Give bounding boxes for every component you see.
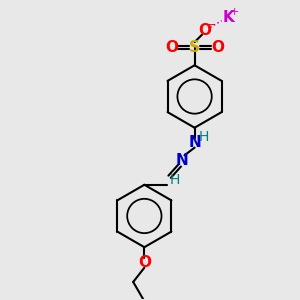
Text: −: − (207, 20, 216, 30)
Text: H: H (198, 130, 209, 144)
Text: +: + (230, 8, 239, 17)
Text: H: H (170, 173, 180, 187)
Text: O: O (199, 23, 212, 38)
Text: O: O (138, 255, 151, 270)
Text: S: S (189, 40, 200, 55)
Text: N: N (188, 135, 201, 150)
Text: O: O (165, 40, 178, 55)
Text: N: N (176, 153, 188, 168)
Text: O: O (211, 40, 224, 55)
Text: K: K (222, 10, 234, 25)
